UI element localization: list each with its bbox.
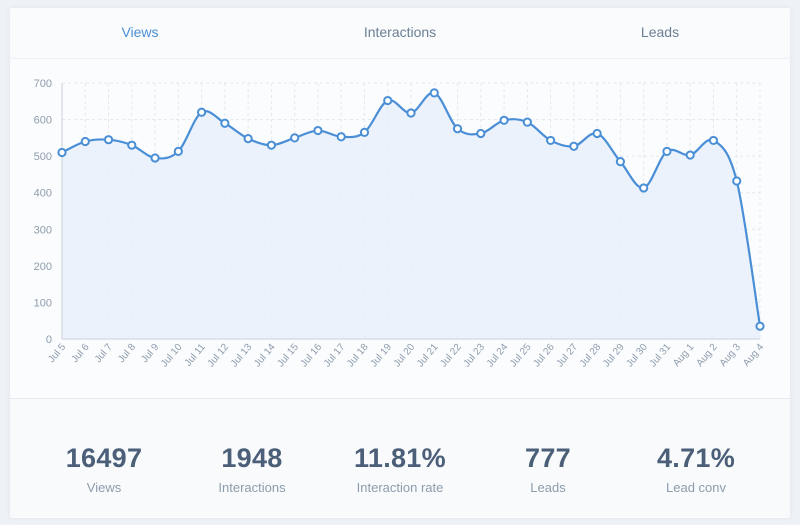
data-point bbox=[732, 176, 742, 186]
y-tick-label: 400 bbox=[34, 188, 52, 200]
data-point bbox=[103, 135, 114, 145]
x-tick-label: Jul 30 bbox=[624, 342, 650, 370]
data-point bbox=[127, 140, 137, 150]
data-point bbox=[615, 157, 626, 167]
x-tick-label: Jul 29 bbox=[601, 342, 627, 370]
y-tick-label: 0 bbox=[46, 334, 52, 346]
y-tick-label: 200 bbox=[34, 261, 52, 273]
data-point bbox=[499, 115, 509, 125]
data-point bbox=[220, 118, 230, 128]
stat-lead-conv: 4.71% Lead conv bbox=[626, 399, 766, 517]
data-point bbox=[546, 135, 556, 146]
data-point bbox=[243, 133, 253, 144]
data-point bbox=[592, 128, 602, 139]
x-tick-label: Jul 17 bbox=[322, 342, 348, 370]
data-point bbox=[755, 321, 765, 331]
x-tick-label: Jul 21 bbox=[415, 342, 441, 370]
x-tick-label: Aug 2 bbox=[695, 342, 721, 369]
x-tick-label: Jul 12 bbox=[206, 342, 232, 370]
x-tick-label: Aug 4 bbox=[741, 342, 767, 369]
stat-label: Interactions bbox=[218, 480, 286, 495]
data-point bbox=[173, 146, 183, 156]
x-tick-label: Jul 10 bbox=[159, 342, 185, 370]
stat-interactions: 1948 Interactions bbox=[182, 399, 322, 517]
data-point bbox=[150, 153, 160, 163]
stat-interaction-rate: 11.81% Interaction rate bbox=[330, 399, 470, 517]
stat-value: 11.81% bbox=[354, 443, 446, 473]
data-point bbox=[359, 127, 370, 137]
stat-label: Leads bbox=[530, 480, 566, 495]
y-tick-label: 700 bbox=[34, 78, 52, 90]
data-point bbox=[662, 146, 672, 156]
x-tick-label: Jul 22 bbox=[438, 342, 464, 370]
stat-value: 1948 bbox=[221, 443, 283, 473]
data-point bbox=[266, 140, 276, 150]
x-tick-label: Jul 18 bbox=[345, 342, 371, 370]
data-point bbox=[57, 147, 67, 158]
data-point bbox=[476, 128, 486, 139]
x-tick-label: Jul 16 bbox=[299, 342, 325, 370]
x-tick-label: Jul 14 bbox=[252, 342, 278, 370]
stat-value: 16497 bbox=[65, 443, 143, 473]
data-point bbox=[569, 141, 579, 151]
data-point bbox=[313, 125, 323, 136]
stat-value: 4.71% bbox=[656, 443, 736, 473]
data-point bbox=[639, 183, 649, 193]
x-tick-label: Jul 20 bbox=[392, 342, 418, 370]
x-tick-label: Jul 15 bbox=[275, 342, 301, 370]
data-point bbox=[708, 135, 719, 146]
data-point bbox=[685, 150, 695, 160]
x-tick-label: Jul 9 bbox=[139, 342, 161, 366]
stat-views: 16497 Views bbox=[34, 399, 174, 517]
data-point bbox=[197, 107, 207, 117]
x-tick-label: Jul 25 bbox=[508, 342, 534, 370]
tab-interactions[interactable]: Interactions bbox=[363, 24, 437, 40]
divider bbox=[10, 398, 790, 399]
data-point bbox=[522, 117, 532, 127]
data-point bbox=[406, 108, 416, 118]
stat-leads: 777 Leads bbox=[478, 399, 618, 517]
y-tick-label: 100 bbox=[34, 297, 52, 309]
metric-tabs: Views Interactions Leads bbox=[10, 8, 790, 59]
data-point bbox=[290, 133, 300, 143]
stat-label: Lead conv bbox=[666, 480, 726, 495]
x-tick-label: Jul 8 bbox=[116, 342, 138, 366]
stat-label: Views bbox=[86, 480, 122, 495]
x-tick-label: Jul 11 bbox=[183, 342, 208, 369]
x-tick-label: Jul 6 bbox=[70, 342, 92, 366]
data-point bbox=[80, 136, 90, 147]
stat-value: 777 bbox=[525, 443, 571, 473]
data-point bbox=[383, 95, 393, 106]
x-tick-label: Aug 3 bbox=[718, 342, 744, 369]
data-point bbox=[452, 124, 463, 134]
x-tick-label: Jul 31 bbox=[648, 342, 674, 370]
x-tick-label: Jul 24 bbox=[485, 342, 511, 370]
x-tick-label: Jul 19 bbox=[368, 342, 394, 370]
data-point bbox=[429, 88, 439, 98]
x-tick-label: Jul 13 bbox=[229, 342, 255, 370]
tab-leads[interactable]: Leads bbox=[640, 24, 680, 40]
y-tick-label: 600 bbox=[34, 115, 52, 127]
data-point bbox=[336, 132, 346, 142]
tab-views[interactable]: Views bbox=[121, 24, 159, 40]
x-tick-label: Aug 1 bbox=[671, 342, 697, 369]
y-tick-label: 300 bbox=[34, 224, 52, 236]
y-tick-label: 500 bbox=[34, 151, 52, 163]
x-tick-label: Jul 26 bbox=[531, 342, 557, 370]
x-tick-label: Jul 27 bbox=[555, 342, 581, 370]
x-tick-label: Jul 7 bbox=[93, 342, 115, 366]
area-fill bbox=[62, 92, 760, 339]
x-tick-label: Jul 28 bbox=[578, 342, 604, 370]
x-tick-label: Jul 23 bbox=[462, 342, 488, 370]
stats-summary: 16497 Views 1948 Interactions 11.81% Int… bbox=[10, 399, 790, 517]
stat-label: Interaction rate bbox=[356, 480, 444, 495]
